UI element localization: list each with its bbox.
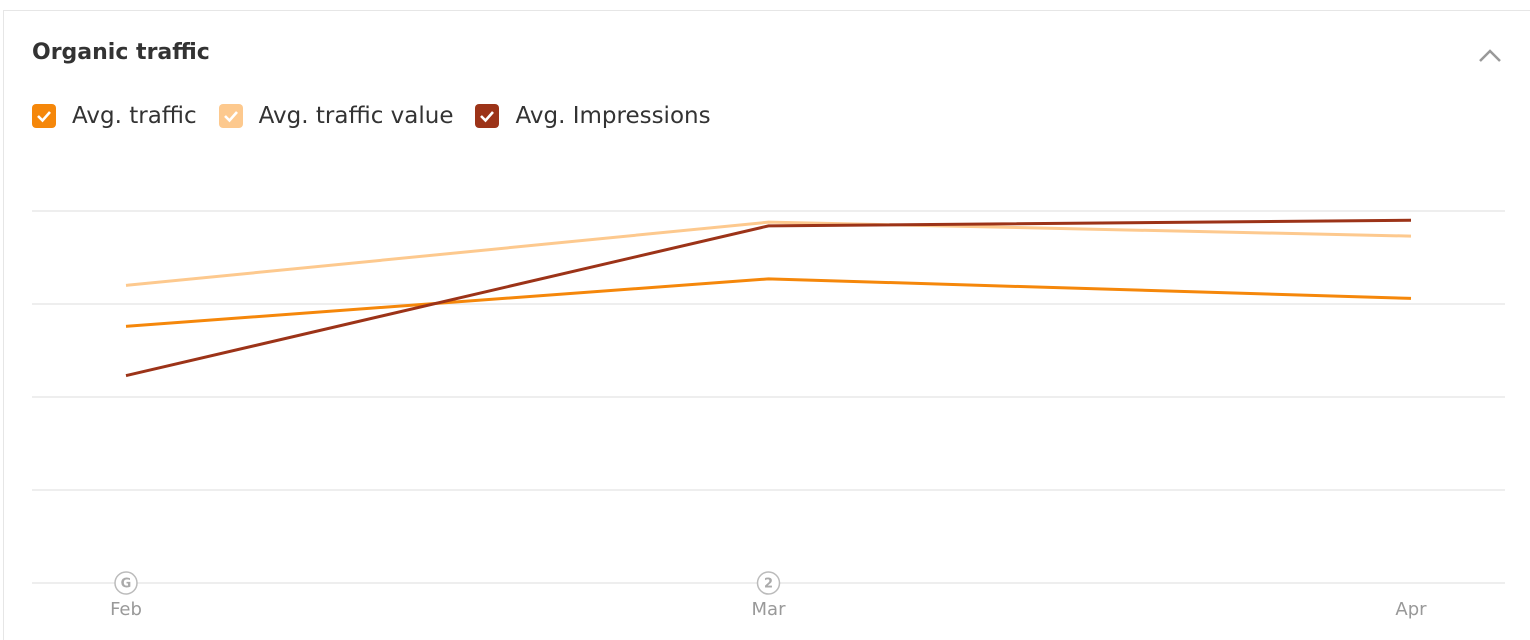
series-line [125,277,1412,328]
x-tick-label: Feb [110,599,142,620]
legend-item[interactable]: Avg. Impressions [475,103,711,129]
annotation-label: 2 [764,577,773,592]
series-line [125,218,1412,378]
annotation-circle [756,571,781,595]
legend-checkbox[interactable] [32,104,56,128]
series-line [125,220,1412,287]
check-icon [480,111,495,123]
annotation-marker[interactable]: 2 [756,571,781,595]
collapse-button[interactable] [1476,44,1504,68]
x-tick-label: Mar [752,599,787,620]
legend-label: Avg. traffic value [258,103,454,129]
legend-label: Avg. Impressions [515,103,711,129]
legend-item[interactable]: Avg. traffic value [218,103,454,129]
check-icon [223,111,238,123]
legend-label: Avg. traffic [72,103,197,129]
panel [3,10,1530,640]
annotation-marker[interactable]: G [114,571,138,595]
annotation-label: G [121,577,132,592]
legend-checkbox[interactable] [475,104,500,128]
panel-title: Organic traffic [32,40,210,65]
annotation-circle [114,571,138,595]
x-tick-label: Apr [1395,599,1427,620]
legend-checkbox[interactable] [218,104,243,128]
legend-item[interactable]: Avg. traffic [32,103,197,129]
legend: Avg. traffic Avg. traffic value Avg. Impre… [32,103,711,129]
check-icon [37,111,51,123]
